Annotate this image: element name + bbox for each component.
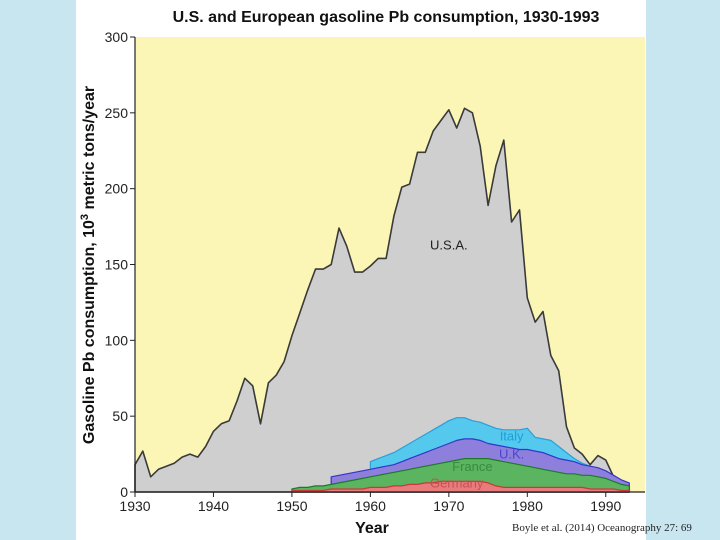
y-axis-label-superscript: 3	[79, 214, 91, 220]
series-area-france	[291, 458, 630, 493]
y-tick-label-300: 300	[105, 29, 129, 45]
x-axis-label: Year	[355, 520, 389, 537]
series-label-u-k: U.K.	[499, 447, 524, 462]
y-axis-label-main: Gasoline Pb consumption, 10	[81, 220, 98, 444]
x-tick-label-1960: 1960	[355, 498, 386, 514]
chart-title: U.S. and European gasoline Pb consumptio…	[173, 9, 600, 26]
series-area-germany	[291, 480, 630, 493]
x-tick-label-1990: 1990	[590, 498, 621, 514]
y-tick-label-100: 100	[105, 332, 129, 348]
x-tick-label-1930: 1930	[119, 498, 150, 514]
series-label-france: France	[452, 459, 492, 474]
y-tick-label-200: 200	[105, 181, 129, 197]
series-layer	[134, 107, 631, 493]
y-tick-label-150: 150	[105, 257, 129, 273]
series-label-germany: Germany	[430, 475, 484, 490]
y-axis-label-units: metric tons/year	[81, 86, 98, 214]
y-tick-label-50: 50	[112, 408, 128, 424]
x-tick-label-1980: 1980	[512, 498, 543, 514]
series-label-italy: Italy	[500, 428, 524, 443]
axes-layer: 0 50 100 150 200 250 300 1930 1940 1950 1960 1970 19…	[105, 29, 645, 514]
y-tick-label-250: 250	[105, 105, 129, 121]
series-label-u-s-a: U.S.A.	[430, 237, 468, 252]
x-tick-label-1950: 1950	[276, 498, 307, 514]
x-tick-label-1970: 1970	[433, 498, 464, 514]
y-tick-label-0: 0	[120, 484, 128, 500]
x-tick-label-1940: 1940	[198, 498, 229, 514]
series-area-u-s-a	[134, 107, 631, 493]
y-axis-label: Gasoline Pb consumption, 103 metric tons…	[79, 86, 98, 444]
citation: Boyle et al. (2014) Oceanography 27: 69	[512, 522, 692, 534]
